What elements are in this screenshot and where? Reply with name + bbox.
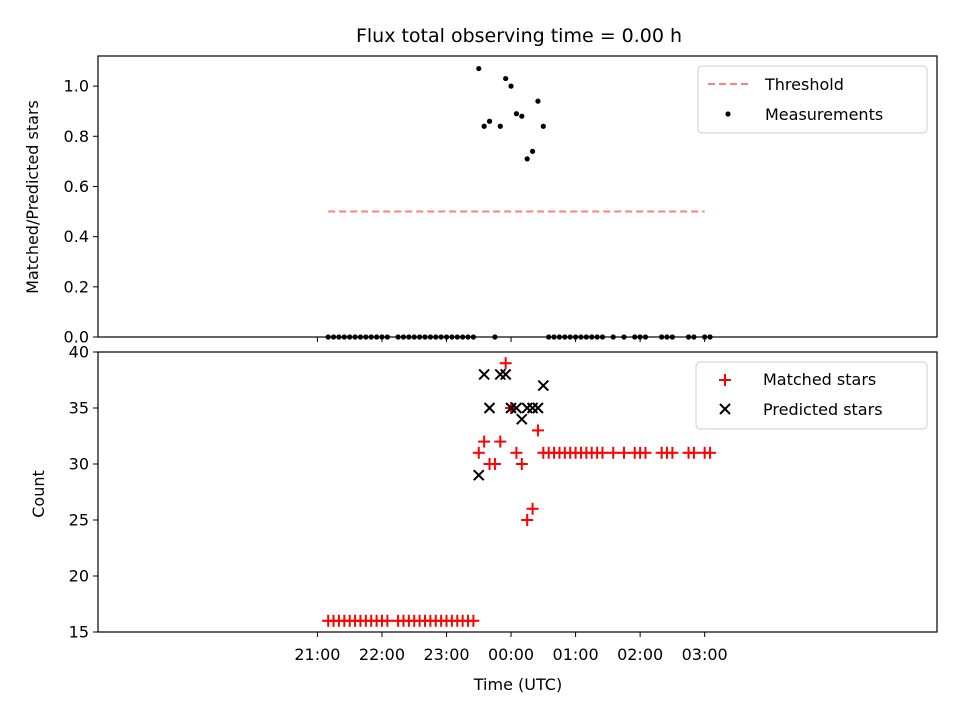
matched-legend-swatch [719, 374, 731, 386]
predicted-star-point [494, 368, 506, 381]
predicted-star-point [483, 402, 496, 414]
predicted-legend-swatch [719, 403, 731, 415]
predicted-legend-label: Predicted stars [763, 400, 883, 419]
matched-star-point [521, 514, 534, 526]
top-plot-area: 0.0 0.2 0.4 0.6 0.8 1.0 [64, 55, 938, 347]
measurements-legend-swatch [725, 111, 731, 117]
bottom-ytick-label: 35 [69, 399, 89, 418]
measurement-point [508, 83, 514, 89]
threshold-legend-label: Threshold [764, 75, 844, 94]
bottom-plot-area: 15 20 25 30 35 40 21:00 22:00 23:00 00:00 01:00 02:… [69, 343, 938, 664]
bottom-xtick-label: 02:00 [617, 645, 663, 664]
matched-star-point [381, 614, 394, 627]
matched-star-point [607, 446, 620, 459]
matched-star-point [467, 614, 480, 627]
bottom-ytick-label: 20 [69, 567, 89, 586]
matched-star-point [617, 446, 630, 459]
matched-star-point [666, 446, 679, 459]
bottom-ytick-label: 25 [69, 511, 89, 530]
matched-star-point [687, 446, 700, 459]
matched-star-point [488, 458, 501, 470]
bottom-xtick-label: 23:00 [423, 645, 469, 664]
top-y-axis-label: Matched/Predicted stars [23, 100, 42, 294]
top-ytick-label: 0.4 [64, 227, 89, 246]
matched-star-point [472, 446, 485, 459]
matched-star-point [494, 435, 507, 448]
bottom-legend-frame [695, 361, 928, 430]
matched-star-point [510, 446, 523, 459]
measurement-point [524, 156, 530, 162]
matched-star-point [596, 446, 609, 459]
top-ytick-label: 1.0 [64, 77, 89, 96]
measurement-point [481, 123, 487, 129]
measurement-point [535, 98, 541, 104]
measurement-point [519, 113, 525, 119]
top-ytick-label: 0.2 [64, 277, 89, 296]
matched-star-point [639, 446, 652, 459]
measurement-point [497, 123, 503, 129]
measurement-point [503, 75, 509, 82]
matched-star-point [526, 502, 539, 515]
bottom-legend: Matched stars Predicted stars [695, 361, 928, 430]
predicted-star-point [526, 402, 539, 414]
bottom-ytick-label: 15 [69, 623, 89, 642]
bottom-xtick-label: 22:00 [359, 645, 405, 664]
top-legend: Threshold Measurements [697, 65, 928, 134]
bottom-xtick-label: 00:00 [488, 645, 534, 664]
top-legend-frame [697, 65, 928, 134]
measurement-point [486, 118, 493, 124]
matched-star-point [499, 357, 512, 370]
top-chart-title: Flux total observing time = 0.00 h [356, 25, 682, 47]
matched-star-point [515, 458, 528, 470]
measurements-legend-label: Measurements [765, 105, 883, 124]
measurement-point [476, 65, 482, 72]
bottom-xtick-label: 03:00 [682, 645, 728, 664]
top-axes-frame [97, 55, 938, 338]
matched-star-point [704, 446, 717, 459]
predicted-star-point [516, 413, 528, 425]
matched-star-point [531, 424, 544, 437]
bottom-axes-frame [97, 351, 938, 633]
bottom-x-axis-label: Time (UTC) [473, 675, 562, 694]
measurement-point [529, 148, 536, 154]
bottom-ytick-label: 30 [69, 455, 89, 474]
bottom-xtick-label: 01:00 [553, 645, 599, 664]
matched-star-point [478, 435, 491, 448]
predicted-star-point [532, 402, 544, 414]
top-ytick-label: 0.8 [64, 127, 89, 146]
measurement-point [540, 123, 546, 129]
matched-legend-label: Matched stars [763, 370, 876, 389]
predicted-star-point [521, 402, 533, 414]
predicted-star-point [537, 379, 550, 392]
predicted-star-point [499, 368, 512, 381]
bottom-ytick-label: 40 [69, 343, 89, 362]
predicted-star-point [478, 368, 490, 381]
predicted-star-point [473, 469, 485, 481]
bottom-y-axis-label: Count [29, 470, 48, 518]
bottom-xtick-label: 21:00 [294, 645, 340, 664]
measurement-point [513, 111, 520, 117]
top-ytick-label: 0.0 [64, 328, 89, 347]
predicted-star-point [510, 402, 523, 414]
top-ytick-label: 0.6 [64, 177, 89, 196]
